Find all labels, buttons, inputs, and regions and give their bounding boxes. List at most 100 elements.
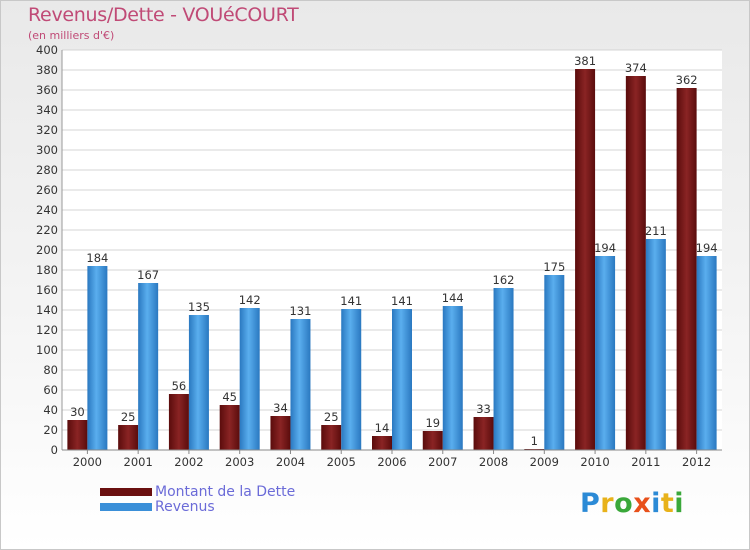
- bar-dette: [67, 420, 88, 450]
- logo-letter: t: [660, 488, 675, 519]
- data-labels: 30 184 25 167 56 135 45 142 34 131 25 141 14 141 19 144…: [70, 54, 718, 448]
- bar-dette: [219, 405, 240, 450]
- y-tick-label: 20: [43, 423, 58, 437]
- value-label-revenus: 167: [137, 268, 159, 282]
- value-label-dette: 19: [425, 416, 440, 430]
- bar-dette: [270, 416, 291, 450]
- x-tick-label: 2007: [428, 455, 457, 469]
- x-tick-label: 2003: [225, 455, 254, 469]
- y-axis: 0 20 40 60 80 100 120 140 160 180 200 220 240 260 280 3…: [36, 43, 63, 457]
- logo-letter: x: [633, 488, 652, 519]
- y-tick-label: 320: [36, 123, 58, 137]
- value-label-dette: 374: [625, 61, 647, 75]
- bar-dette: [676, 88, 697, 450]
- value-label-revenus: 211: [645, 224, 667, 238]
- bar-dette: [625, 76, 646, 450]
- logo-letter: P: [580, 488, 601, 519]
- logo-letter: i: [651, 488, 661, 519]
- y-tick-label: 260: [36, 183, 58, 197]
- x-tick-label: 2004: [276, 455, 305, 469]
- x-tick-label: 2002: [174, 455, 203, 469]
- value-label-dette: 14: [375, 421, 390, 435]
- x-tick-label: 2011: [631, 455, 660, 469]
- value-label-dette: 30: [70, 405, 85, 419]
- y-tick-label: 60: [43, 383, 58, 397]
- legend-label-revenus: Revenus: [155, 499, 215, 515]
- chart-title: Revenus/Dette - VOUéCOURT: [28, 4, 299, 26]
- y-tick-label: 240: [36, 203, 58, 217]
- bar-revenus: [138, 283, 159, 450]
- y-tick-label: 380: [36, 63, 58, 77]
- x-tick-label: 2008: [479, 455, 508, 469]
- y-tick-label: 120: [36, 323, 58, 337]
- x-tick-label: 2012: [682, 455, 711, 469]
- chart-subtitle: (en milliers d'€): [28, 29, 115, 42]
- y-tick-label: 200: [36, 243, 58, 257]
- bar-revenus: [645, 239, 666, 450]
- proxiti-logo: Proxiti: [580, 488, 684, 519]
- value-label-revenus: 194: [696, 241, 718, 255]
- value-label-dette: 45: [222, 390, 237, 404]
- x-tick-label: 2006: [377, 455, 406, 469]
- value-label-revenus: 141: [391, 294, 413, 308]
- bar-revenus: [290, 319, 311, 450]
- legend-swatch-dette: [100, 488, 152, 496]
- value-label-dette: 56: [172, 379, 187, 393]
- value-label-revenus: 142: [239, 293, 261, 307]
- value-label-revenus: 131: [289, 304, 311, 318]
- value-label-revenus: 141: [340, 294, 362, 308]
- y-tick-label: 40: [43, 403, 58, 417]
- y-tick-label: 300: [36, 143, 58, 157]
- bar-dette: [168, 394, 189, 450]
- bar-revenus: [188, 315, 209, 450]
- bar-revenus: [392, 309, 412, 450]
- bar-dette: [575, 69, 596, 450]
- legend-label-dette: Montant de la Dette: [155, 484, 296, 500]
- logo-letter: r: [600, 488, 615, 519]
- y-tick-label: 140: [36, 303, 58, 317]
- bar-revenus: [595, 256, 616, 450]
- y-tick-label: 220: [36, 223, 58, 237]
- y-tick-label: 400: [36, 43, 58, 57]
- y-tick-label: 360: [36, 83, 58, 97]
- value-label-dette: 1: [531, 434, 538, 448]
- value-label-revenus: 135: [188, 300, 210, 314]
- legend-swatch-revenus: [100, 503, 152, 511]
- x-axis: 2000 2001 2002 2003 2004 2005 2006 2007 2008 2009…: [62, 449, 722, 469]
- value-label-dette: 33: [476, 402, 491, 416]
- x-tick-label: 2009: [530, 455, 559, 469]
- bar-revenus: [544, 275, 565, 450]
- value-label-dette: 25: [121, 410, 136, 424]
- bar-dette: [473, 417, 494, 450]
- y-tick-label: 340: [36, 103, 58, 117]
- bar-dette: [422, 431, 443, 450]
- y-tick-label: 280: [36, 163, 58, 177]
- x-tick-label: 2010: [580, 455, 609, 469]
- y-tick-label: 80: [43, 363, 58, 377]
- value-label-dette: 381: [574, 54, 596, 68]
- value-label-revenus: 144: [442, 291, 464, 305]
- y-tick-label: 100: [36, 343, 58, 357]
- bars: [67, 69, 717, 450]
- x-tick-label: 2001: [124, 455, 153, 469]
- bar-dette: [372, 436, 392, 450]
- value-label-revenus: 175: [543, 260, 565, 274]
- bar-revenus: [442, 306, 463, 450]
- bar-revenus: [696, 256, 717, 450]
- value-label-revenus: 194: [594, 241, 616, 255]
- bar-dette: [118, 425, 139, 450]
- x-tick-label: 2000: [73, 455, 102, 469]
- bar-revenus: [493, 288, 514, 450]
- logo-letter: o: [614, 488, 634, 519]
- logo-letter: i: [674, 488, 685, 519]
- bar-dette: [321, 425, 342, 450]
- bar-revenus: [341, 309, 362, 450]
- y-tick-label: 180: [36, 263, 58, 277]
- bar-revenus: [239, 308, 260, 450]
- bar-revenus: [87, 266, 108, 450]
- y-tick-label: 160: [36, 283, 58, 297]
- value-label-revenus: 184: [86, 251, 108, 265]
- value-label-dette: 362: [676, 73, 698, 87]
- value-label-dette: 25: [324, 410, 339, 424]
